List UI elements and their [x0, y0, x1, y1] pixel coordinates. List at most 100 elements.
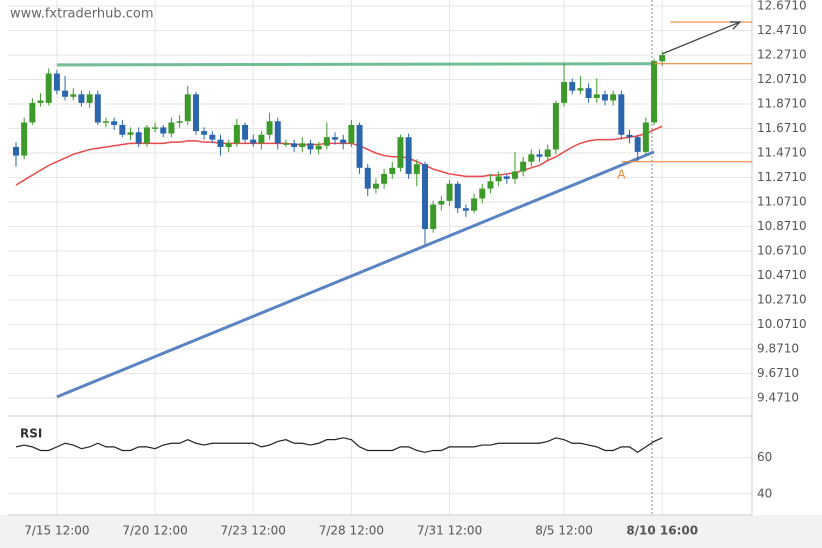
- candle-body: [266, 121, 273, 135]
- candle-body: [127, 132, 134, 135]
- candle-body: [176, 121, 183, 123]
- candle-body: [13, 146, 19, 156]
- candle-body: [86, 94, 93, 103]
- candle-body: [642, 122, 649, 152]
- moving-average: [15, 125, 663, 186]
- candle-body: [111, 121, 118, 125]
- candle-body: [659, 55, 666, 62]
- candle-body: [618, 94, 625, 135]
- trendline: [56, 62, 655, 67]
- candle-body: [78, 94, 85, 103]
- candle-body: [544, 149, 551, 157]
- candle-body: [209, 134, 216, 140]
- candle-body: [21, 122, 28, 156]
- candle-body: [250, 139, 257, 144]
- x-tick-label: 7/15 12:00: [24, 524, 89, 538]
- candle-body: [585, 88, 592, 98]
- x-tick-label: 7/20 12:00: [122, 524, 187, 538]
- y-tick-label: 11.8710: [757, 96, 807, 110]
- x-tick-label: 8/5 12:00: [535, 524, 593, 538]
- rsi-tick-label: 60: [757, 450, 772, 464]
- x-tick-label: 7/31 12:00: [417, 524, 482, 538]
- x-tick-label: 8/10 16:00: [626, 524, 698, 538]
- candle-body: [315, 145, 322, 150]
- y-tick-label: 9.4710: [757, 390, 799, 404]
- candle-body: [430, 204, 437, 230]
- candle-body: [372, 183, 379, 189]
- x-tick-label: 7/23 12:00: [221, 524, 286, 538]
- y-tick-label: 12.0710: [757, 72, 807, 86]
- candle-body: [332, 137, 339, 140]
- candle-body: [528, 154, 535, 162]
- marks: A: [13, 21, 753, 453]
- y-tick-label: 10.6710: [757, 243, 807, 257]
- candle-body: [422, 164, 428, 230]
- candle-body: [102, 121, 109, 123]
- candle-body: [258, 134, 265, 144]
- candle-body: [70, 94, 77, 97]
- candle-body: [577, 88, 584, 91]
- candle-body: [561, 82, 568, 103]
- candle-body: [593, 94, 600, 98]
- candle-body: [413, 164, 420, 174]
- candle-body: [45, 73, 52, 103]
- candle-body: [340, 139, 347, 144]
- candle-body: [282, 143, 289, 145]
- candle-body: [389, 167, 396, 174]
- candle-body: [601, 94, 608, 101]
- candle-body: [217, 139, 224, 147]
- candle-body: [242, 124, 249, 140]
- candle-body: [323, 137, 330, 146]
- candle-body: [62, 90, 69, 97]
- candle-body: [511, 171, 518, 179]
- candle-body: [192, 94, 199, 132]
- candle-body: [520, 161, 527, 172]
- candle-body: [446, 183, 453, 201]
- candle-body: [454, 183, 461, 209]
- candle-body: [160, 127, 167, 134]
- trendline: [56, 150, 655, 399]
- candle-body: [135, 132, 142, 144]
- candle-body: [225, 143, 232, 147]
- candle-body: [651, 61, 658, 123]
- candle-body: [487, 181, 494, 189]
- candle-body: [37, 100, 44, 103]
- watermark: www.fxtraderhub.com: [10, 7, 154, 22]
- candle-body: [348, 124, 355, 144]
- y-tick-label: 10.2710: [757, 292, 807, 306]
- rsi-label: RSI: [20, 427, 42, 441]
- y-tick-label: 9.8710: [757, 341, 799, 355]
- rsi-tick-label: 40: [757, 486, 772, 500]
- candle-body: [438, 200, 445, 205]
- forecast-arrow: [661, 21, 741, 55]
- candle-body: [610, 94, 617, 101]
- candle-body: [364, 167, 371, 189]
- y-tick-label: 12.4710: [757, 23, 807, 37]
- y-tick-label: 9.6710: [757, 366, 799, 380]
- candle-body: [503, 176, 510, 179]
- y-tick-label: 10.0710: [757, 317, 807, 331]
- y-tick-label: 11.6710: [757, 121, 807, 135]
- y-tick-label: 12.6710: [757, 0, 807, 13]
- candle-body: [29, 102, 36, 123]
- candle-body: [479, 188, 486, 199]
- candle-body: [471, 198, 478, 211]
- y-tick-label: 10.8710: [757, 219, 807, 233]
- candle-body: [53, 73, 60, 91]
- candle-body: [397, 137, 404, 168]
- candle-body: [119, 124, 126, 135]
- y-tick-label: 10.4710: [757, 268, 807, 282]
- candle-body: [462, 208, 469, 211]
- candle-body: [626, 134, 633, 138]
- candle-body: [94, 94, 101, 123]
- candle-body: [569, 82, 576, 91]
- candle-body: [201, 131, 208, 135]
- candle-body: [307, 143, 314, 150]
- candle-body: [552, 102, 559, 150]
- candle-body: [152, 127, 159, 129]
- candle-body: [299, 143, 306, 147]
- candle-body: [536, 154, 543, 157]
- pattern-point-label: A: [617, 168, 626, 182]
